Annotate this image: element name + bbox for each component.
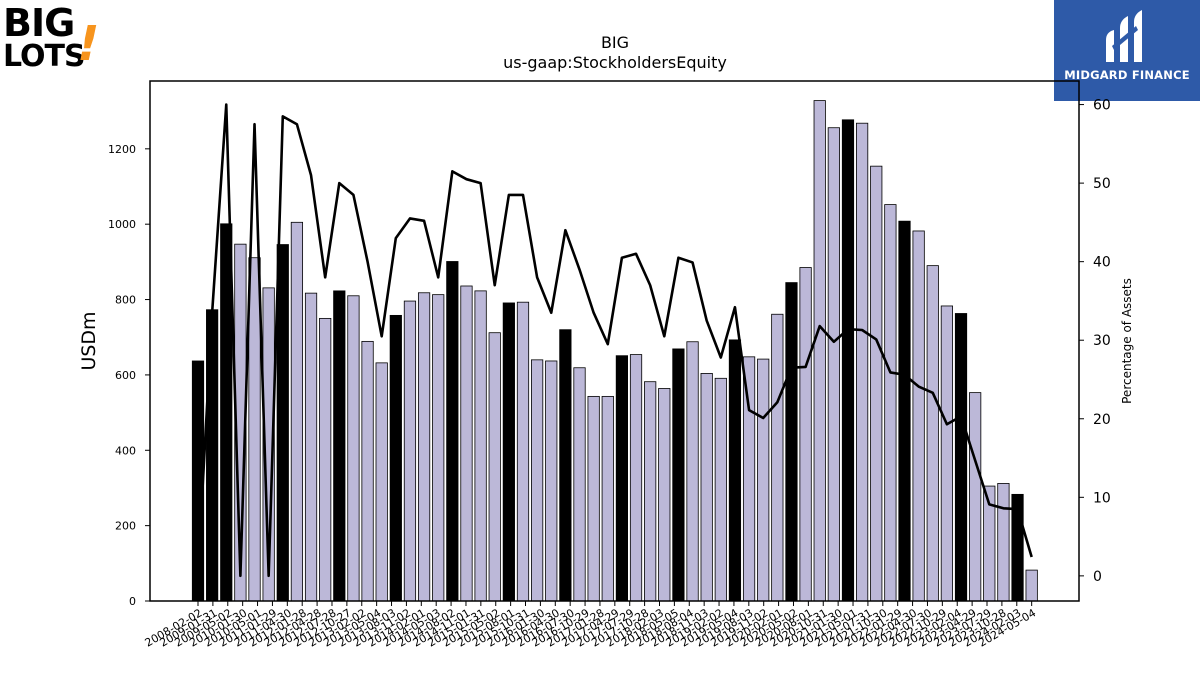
bar-57 (997, 483, 1010, 602)
bar-41 (771, 313, 784, 602)
bar-18 (446, 261, 459, 602)
bar-53 (940, 305, 953, 602)
biglots-logo: BIG LOTS ! (3, 1, 105, 74)
bar-16 (417, 292, 431, 602)
bar-9 (319, 317, 332, 602)
y-tick-label-1: 200 (115, 520, 136, 533)
y2-tick-label-2: 20 (1093, 412, 1111, 428)
midgard-finance-logo: MIDGARD FINANCE (1054, 0, 1200, 101)
bar-23 (516, 301, 530, 602)
bar-26 (559, 329, 572, 602)
y-tick-label-5: 1000 (108, 218, 136, 231)
y-tick-label-3: 600 (115, 369, 136, 382)
bar-25 (545, 360, 558, 602)
bar-39 (742, 356, 756, 602)
y2-tick-label-3: 30 (1093, 333, 1111, 349)
bar-29 (601, 395, 614, 602)
y-axis-label: USDm (78, 311, 100, 370)
y2-tick-label-0: 0 (1093, 569, 1102, 585)
y-tick-label-4: 800 (115, 294, 136, 307)
bar-54 (954, 313, 968, 602)
bar-12 (361, 340, 374, 602)
plot-frame (149, 80, 1080, 602)
bar-47 (856, 122, 869, 602)
bar-19 (460, 285, 473, 602)
bar-31 (629, 354, 643, 602)
bar-17 (432, 294, 445, 602)
logo-big-text: BIG (3, 1, 75, 45)
bar-30 (615, 355, 629, 602)
bar-32 (644, 381, 657, 602)
midgard-finance-wordmark: MIDGARD FINANCE (1064, 68, 1190, 82)
bar-48 (870, 165, 883, 602)
bar-10 (333, 290, 346, 602)
bar-37 (714, 377, 727, 602)
bar-51 (912, 230, 925, 602)
chart-subtitle: us-gaap:StockholdersEquity (503, 53, 727, 72)
y-axis-right: 0 10 20 30 40 50 60 (1079, 98, 1111, 585)
percent-of-assets-line (196, 103, 1033, 578)
bar-14 (389, 314, 402, 602)
bar-8 (304, 292, 318, 602)
chart-title: BIG (601, 33, 629, 52)
bar-21 (488, 332, 501, 602)
bar-15 (403, 300, 417, 602)
bar-27 (573, 367, 586, 602)
bar-59 (1025, 569, 1038, 602)
bar-20 (474, 290, 487, 602)
logo-lots-text: LOTS (3, 39, 86, 74)
y2-tick-label-6: 60 (1093, 98, 1111, 114)
bar-44 (813, 100, 826, 602)
bar-series (191, 100, 1038, 602)
bar-50 (898, 220, 911, 602)
bar-52 (926, 265, 939, 602)
bar-13 (375, 362, 388, 602)
bar-33 (658, 388, 671, 602)
bar-55 (969, 392, 982, 602)
bar-49 (884, 204, 897, 602)
bar-45 (827, 127, 840, 602)
bar-24 (531, 359, 544, 602)
bar-11 (347, 295, 360, 602)
bar-22 (502, 302, 515, 602)
percent-line-series (196, 103, 1033, 578)
bar-34 (672, 348, 685, 602)
y-tick-label-2: 400 (115, 444, 136, 457)
bar-43 (799, 267, 812, 602)
y-tick-label-6: 1200 (108, 143, 136, 156)
x-axis: 2008-02-022009-01-312009-05-022010-01-30… (143, 601, 1038, 650)
y-tick-label-0: 0 (129, 595, 136, 608)
bar-1 (206, 309, 219, 602)
bar-28 (587, 395, 600, 602)
y2-tick-label-5: 50 (1093, 176, 1111, 192)
bar-7 (290, 221, 304, 602)
y2-axis-label: Percentage of Assets (1120, 278, 1134, 404)
bar-36 (700, 373, 713, 602)
bar-40 (757, 358, 770, 602)
y2-tick-label-4: 40 (1093, 255, 1111, 271)
y-axis-left: 0 200 400 600 800 1000 1200 (108, 143, 150, 608)
bar-46 (841, 119, 855, 602)
bar-42 (785, 282, 798, 602)
bar-35 (686, 341, 699, 602)
bar-6 (276, 244, 289, 602)
bar-4 (248, 257, 261, 602)
y2-tick-label-1: 10 (1093, 490, 1111, 506)
midgard-emblem-icon (1106, 10, 1142, 62)
bar-38 (728, 339, 742, 602)
